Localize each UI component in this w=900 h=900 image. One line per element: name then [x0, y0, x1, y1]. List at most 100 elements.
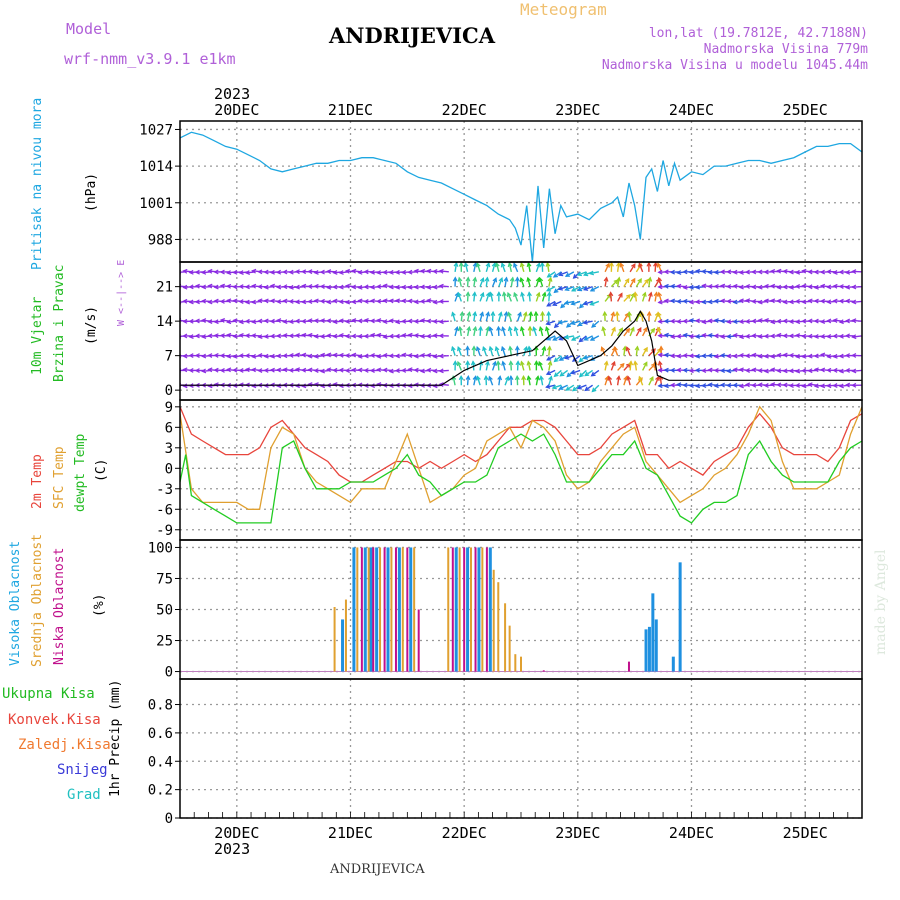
- wind-arrow-head: [657, 352, 663, 358]
- wind-arrow-head: [676, 270, 682, 275]
- wind-arrow: [485, 312, 490, 322]
- wind-arrow-head: [826, 318, 832, 324]
- wind-arrow: [604, 361, 608, 371]
- y-tick-label: 7: [165, 349, 173, 365]
- wind-arrow-head: [744, 382, 751, 388]
- wind-arrow-head: [382, 353, 388, 358]
- wind-arrow-head: [807, 353, 813, 359]
- wind-arrow-head: [602, 310, 608, 317]
- wind-arrow-head: [626, 293, 631, 299]
- wind-arrow: [485, 361, 489, 371]
- wind-arrow-head: [624, 277, 630, 284]
- wind-arrow-head: [609, 262, 614, 267]
- wind-arrow-head: [526, 276, 532, 282]
- wind-arrow-head: [682, 284, 688, 290]
- wind-arrow-head: [578, 337, 584, 343]
- x-tick-label-top: 23DEC: [555, 101, 600, 119]
- wind-arrow-head: [618, 292, 623, 298]
- mid-cloud-bar: [356, 547, 359, 672]
- wind-arrow: [572, 355, 581, 362]
- wind-arrow-head: [713, 333, 719, 339]
- wind-arrow-head: [357, 353, 363, 359]
- wind-arrow: [623, 278, 630, 288]
- wind-arrow-head: [744, 333, 751, 339]
- wind-arrow-head: [694, 367, 700, 373]
- wind-arrow-head: [369, 383, 375, 389]
- wind-arrow-head: [520, 291, 525, 297]
- wind-arrow-head: [650, 327, 656, 333]
- mid-cloud-bar: [344, 599, 347, 672]
- wind-arrow: [623, 376, 628, 386]
- wind-arrow-head: [838, 298, 844, 304]
- wind-arrow-head: [344, 268, 350, 274]
- wind-arrow-head: [545, 384, 551, 389]
- wind-arrow-head: [813, 334, 819, 339]
- wind-arrow: [654, 292, 658, 302]
- wind-arrow-head: [294, 333, 300, 338]
- wind-arrow-head: [263, 298, 269, 304]
- y-tick-label: 988: [148, 232, 173, 248]
- wind-arrow-head: [832, 283, 838, 289]
- high-cloud-bar: [488, 547, 492, 672]
- wind-arrow-head: [656, 326, 662, 332]
- wind-arrow-head: [744, 269, 751, 275]
- x-tick-label-bottom: 20DEC: [214, 824, 259, 842]
- wind-arrow-head: [492, 277, 498, 283]
- wind-arrow-head: [801, 318, 807, 324]
- wind-arrow-head: [732, 319, 738, 324]
- wind-arrow: [535, 263, 541, 273]
- wind-arrow-head: [382, 269, 388, 275]
- wind-arrow: [641, 327, 648, 337]
- wind-arrow-head: [338, 352, 344, 358]
- wind-arrow-head: [457, 325, 463, 332]
- wind-arrow: [552, 300, 562, 306]
- wind-arrow: [485, 327, 490, 337]
- wind-arrow-head: [509, 276, 515, 282]
- wind-arrow-head: [426, 298, 432, 304]
- wind-arrow-head: [701, 269, 707, 274]
- wind-arrow: [583, 354, 593, 360]
- wind-arrow-head: [376, 298, 382, 304]
- wind-arrow-head: [527, 345, 532, 351]
- wind-arrow-head: [519, 262, 525, 268]
- y-tick-label: 0.6: [148, 726, 173, 742]
- wind-arrow-head: [801, 368, 807, 374]
- wind-arrow-head: [194, 353, 200, 358]
- wind-arrow-head: [669, 283, 676, 289]
- wind-arrow-head: [182, 284, 188, 290]
- wind-arrow-head: [294, 299, 300, 305]
- wind-arrow: [527, 262, 531, 272]
- wind-arrow-head: [207, 299, 213, 305]
- wind-arrow-head: [688, 368, 694, 374]
- wind-arrow-head: [794, 382, 801, 388]
- low-cloud-bar: [474, 547, 477, 672]
- wind-arrow: [513, 263, 519, 273]
- y-tick-label: -6: [156, 502, 173, 518]
- wind-arrow-head: [407, 269, 413, 275]
- wind-arrow-head: [401, 333, 407, 338]
- wind-arrow: [554, 369, 562, 377]
- wind-arrow-head: [707, 299, 713, 305]
- wind-arrow-head: [751, 367, 757, 373]
- wind-arrow-head: [682, 367, 688, 373]
- y-tick-label: -9: [156, 523, 173, 539]
- wind-arrow: [460, 312, 464, 322]
- wind-arrow-head: [788, 319, 794, 324]
- wind-arrow-head: [533, 360, 539, 366]
- wind-arrow: [616, 277, 620, 287]
- wind-arrow-head: [776, 368, 782, 374]
- wind-arrow-head: [738, 284, 744, 290]
- wind-arrow-head: [313, 298, 319, 304]
- wind-arrow-head: [238, 353, 244, 359]
- wind-arrow: [638, 263, 644, 273]
- high-cloud-bar: [341, 619, 345, 672]
- wind-arrow-head: [294, 269, 300, 275]
- y-tick-label: -3: [156, 482, 173, 498]
- wind-arrow-head: [769, 283, 776, 289]
- wind-arrow-head: [570, 300, 576, 306]
- wind-arrow-head: [508, 360, 514, 366]
- wind-arrow: [516, 312, 522, 322]
- wind-arrow-head: [244, 333, 250, 339]
- wind-arrow-head: [494, 262, 500, 268]
- wind-arrow-head: [546, 302, 552, 307]
